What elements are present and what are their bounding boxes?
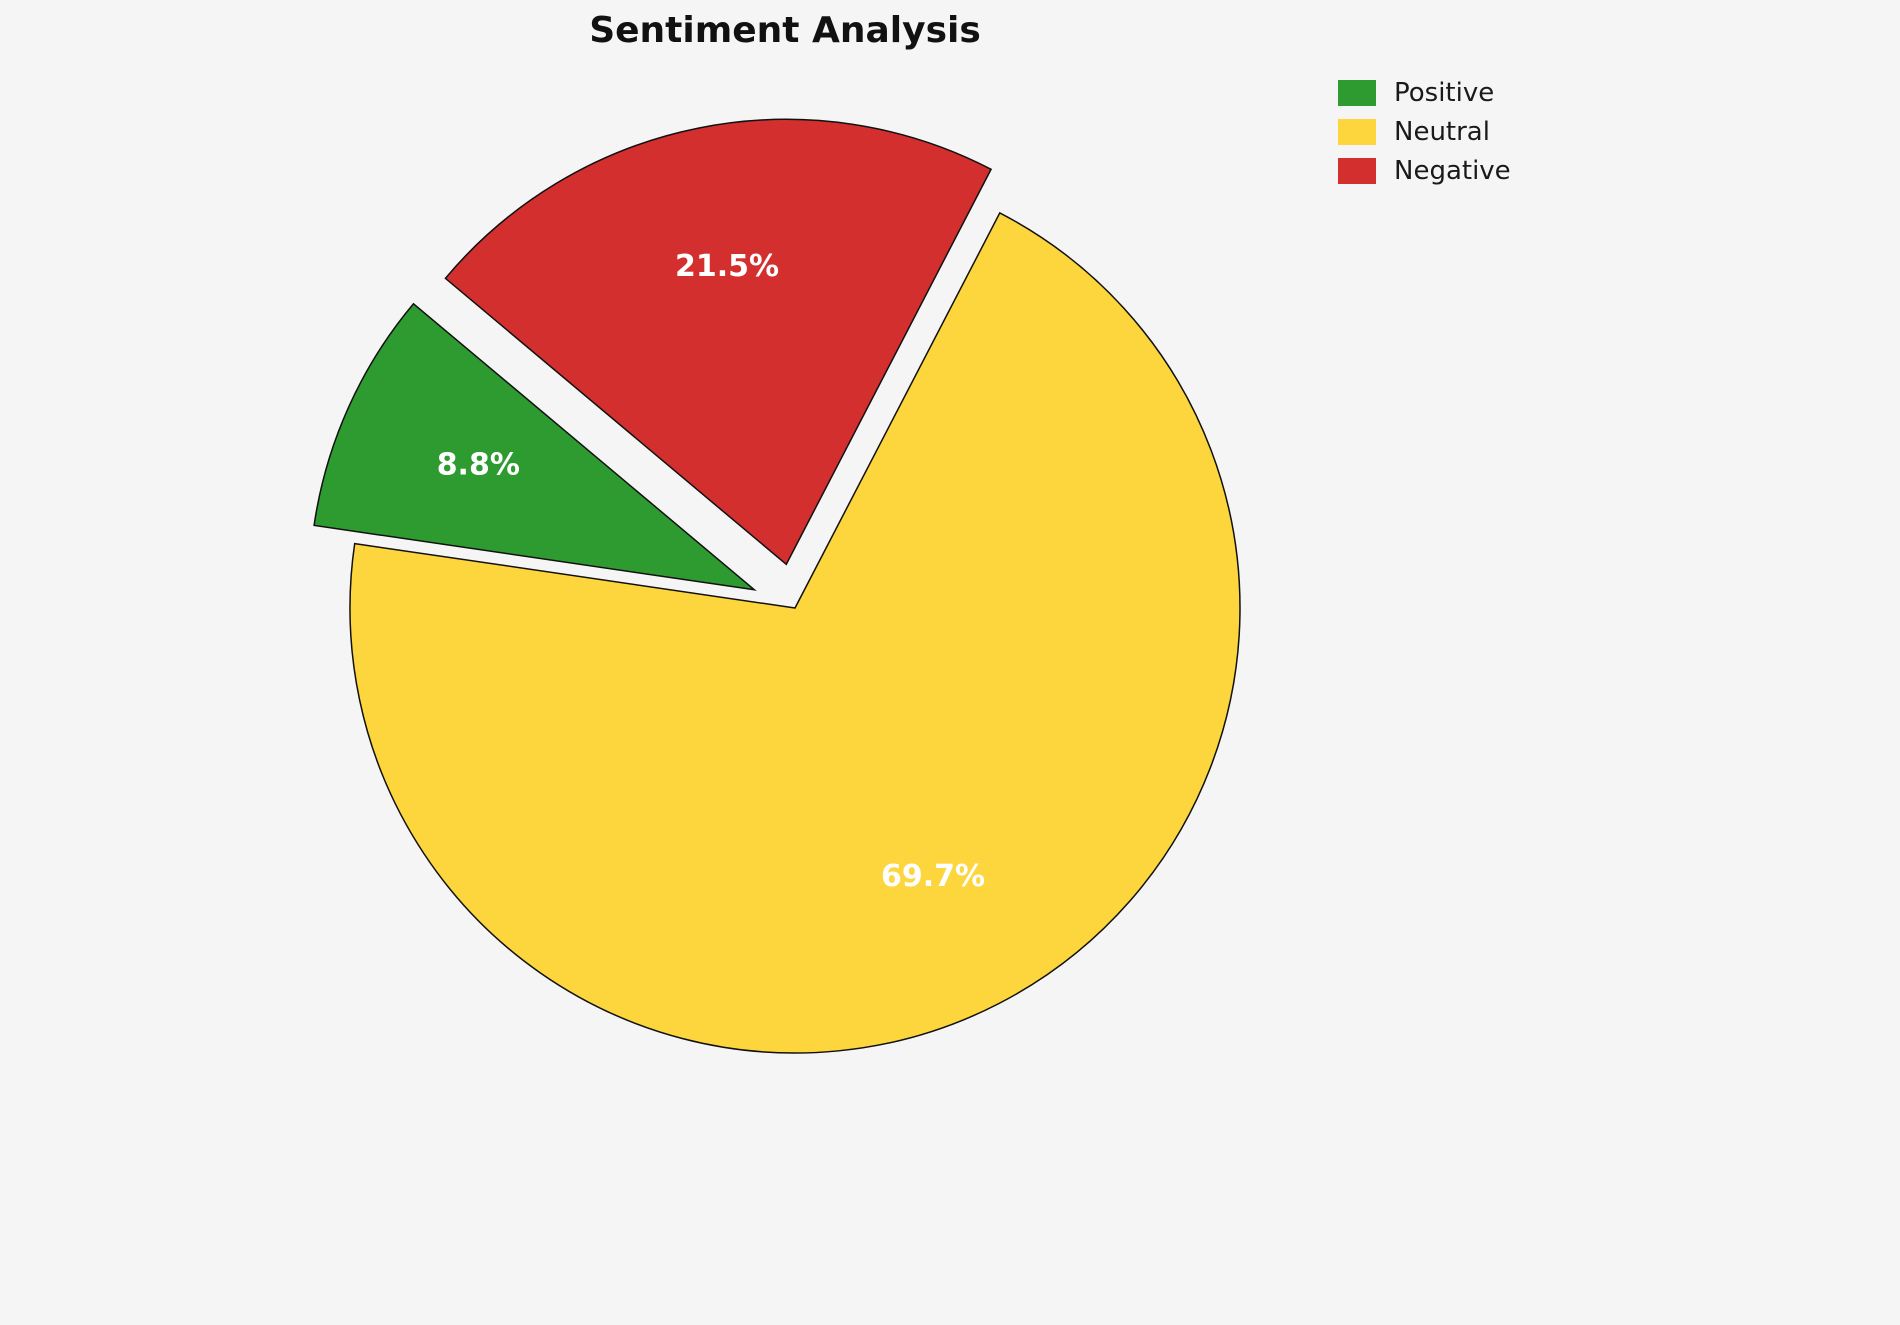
- pct-label-negative: 21.5%: [675, 249, 779, 284]
- chart-title: Sentiment Analysis: [589, 10, 981, 51]
- legend: Positive Neutral Negative: [1338, 80, 1511, 184]
- legend-label-negative: Negative: [1394, 156, 1511, 186]
- legend-label-positive: Positive: [1394, 78, 1495, 108]
- pct-label-neutral: 69.7%: [881, 859, 985, 894]
- pie-slice-positive: [313, 302, 757, 591]
- pie-slice-neutral: [349, 211, 1241, 1054]
- legend-swatch-positive: [1338, 80, 1376, 106]
- legend-swatch-neutral: [1338, 119, 1376, 145]
- legend-label-neutral: Neutral: [1394, 117, 1490, 147]
- legend-item-neutral: Neutral: [1338, 119, 1511, 145]
- pct-label-positive: 8.8%: [437, 447, 520, 482]
- legend-item-negative: Negative: [1338, 158, 1511, 184]
- legend-swatch-negative: [1338, 158, 1376, 184]
- pie-slice-negative: [444, 118, 993, 566]
- legend-item-positive: Positive: [1338, 80, 1511, 106]
